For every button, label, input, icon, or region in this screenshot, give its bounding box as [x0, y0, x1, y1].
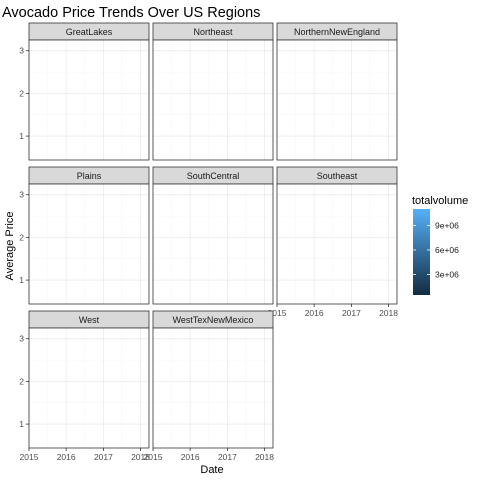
x-tick-label: 2016 — [57, 452, 76, 462]
x-axis-title: Date — [200, 464, 223, 476]
y-tick-label: 2 — [19, 376, 24, 386]
facet-panel-greatlakes: GreatLakes 1 2 3 — [19, 22, 150, 161]
panel-border — [152, 327, 274, 449]
panel-border — [28, 183, 150, 305]
x-tick-label: 2017 — [342, 308, 361, 318]
legend-title: totalvolume — [412, 195, 468, 207]
facet-label: Northeast — [193, 27, 233, 37]
y-tick-label: 3 — [19, 46, 24, 56]
color-legend: totalvolume 9e+06 6e+06 3e+06 — [412, 195, 468, 295]
y-tick-label: 3 — [19, 334, 24, 344]
y-tick-label: 1 — [19, 275, 24, 285]
x-tick-label: 2018 — [379, 308, 398, 318]
y-tick-label: 3 — [19, 190, 24, 200]
facet-label: West — [79, 315, 100, 325]
facet-label: SouthCentral — [187, 171, 240, 181]
facet-label: Southeast — [317, 171, 358, 181]
facet-panels: GreatLakes 1 2 3 Northeast NorthernNewEngland… — [19, 22, 398, 462]
facet-panel-west: West 1 2 3 2015 2016 2017 2018 — [19, 310, 150, 462]
panel-background — [153, 40, 273, 160]
panel-border — [28, 327, 150, 449]
facet-panel-plains: Plains 1 2 3 — [19, 166, 150, 305]
legend-colorbar — [413, 209, 430, 295]
x-tick-label: 2018 — [255, 452, 274, 462]
panel-background — [29, 328, 149, 448]
facet-panel-northernnewengland: NorthernNewEngland — [276, 22, 398, 161]
legend-break-label: 9e+06 — [435, 220, 459, 230]
panel-border — [276, 39, 398, 161]
legend-break-label: 3e+06 — [435, 270, 459, 280]
panel-background — [29, 40, 149, 160]
y-tick-label: 2 — [19, 232, 24, 242]
facet-panel-southcentral: SouthCentral — [152, 166, 274, 305]
panel-background — [277, 184, 397, 304]
facet-label: NorthernNewEngland — [294, 27, 380, 37]
y-tick-label: 2 — [19, 88, 24, 98]
panel-border — [152, 39, 274, 161]
facet-panel-northeast: Northeast — [152, 22, 274, 161]
x-tick-label: 2018 — [131, 452, 150, 462]
x-tick-label: 2017 — [218, 452, 237, 462]
y-tick-label: 1 — [19, 131, 24, 141]
x-tick-label: 2015 — [20, 452, 39, 462]
facet-panel-westtexnewmexico: WestTexNewMexico 2015 2016 2017 2018 — [144, 310, 274, 462]
panel-border — [152, 183, 274, 305]
panel-background — [29, 184, 149, 304]
panel-border — [276, 183, 398, 305]
y-axis-title: Average Price — [4, 212, 16, 281]
x-tick-label: 2016 — [305, 308, 324, 318]
y-tick-label: 1 — [19, 419, 24, 429]
panel-background — [153, 328, 273, 448]
facet-panel-southeast: Southeast 2015 2016 2017 2018 — [268, 166, 398, 318]
chart-title: Avocado Price Trends Over US Regions — [2, 5, 260, 21]
x-tick-label: 2015 — [144, 452, 163, 462]
panel-border — [28, 39, 150, 161]
x-tick-label: 2016 — [181, 452, 200, 462]
panel-background — [153, 184, 273, 304]
facet-label: Plains — [77, 171, 102, 181]
legend-break-label: 6e+06 — [435, 245, 459, 255]
panel-background — [277, 40, 397, 160]
facet-label: WestTexNewMexico — [173, 315, 254, 325]
x-tick-label: 2015 — [268, 308, 287, 318]
facet-label: GreatLakes — [66, 27, 113, 37]
x-tick-label: 2017 — [94, 452, 113, 462]
